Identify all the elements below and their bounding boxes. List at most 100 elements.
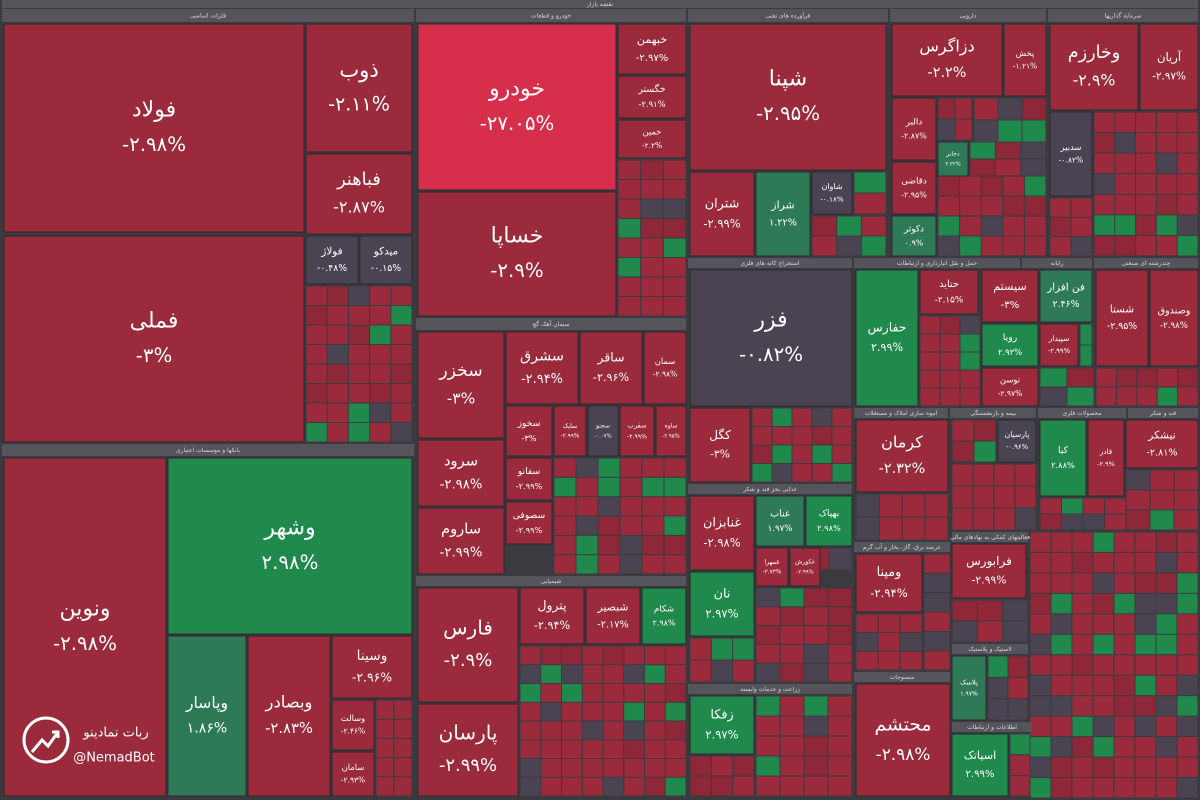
tile — [519, 587, 585, 645]
small-tile — [772, 445, 792, 463]
tile — [981, 269, 1039, 323]
small-tile — [327, 306, 348, 325]
tile — [997, 419, 1037, 463]
small-tile — [1093, 634, 1114, 655]
small-tile — [856, 651, 878, 670]
sector-header — [854, 408, 948, 418]
sector-header — [952, 532, 1028, 542]
small-tile — [391, 403, 412, 422]
small-tile — [1003, 600, 1028, 621]
small-tile — [327, 403, 348, 422]
tile-name: پارسیان — [1005, 430, 1030, 439]
small-tile — [952, 508, 973, 530]
small-tile — [1093, 614, 1114, 634]
tile — [417, 331, 505, 439]
tile-name: دجابر — [945, 151, 960, 158]
tile-change: ۲.۲۲% — [945, 161, 961, 167]
small-tile — [804, 736, 828, 756]
small-tile — [1126, 490, 1150, 510]
small-tile — [1093, 778, 1114, 798]
small-tile — [391, 345, 412, 364]
tile — [579, 331, 643, 405]
small-tile — [1114, 614, 1135, 634]
small-tile — [792, 445, 812, 463]
small-tile — [1030, 573, 1051, 593]
small-tile — [1150, 510, 1174, 530]
small-tile — [1072, 737, 1093, 757]
sector-header — [890, 9, 1046, 22]
tile-name: فزر — [753, 307, 787, 332]
small-tile — [394, 777, 412, 796]
small-tile — [370, 325, 391, 344]
tile — [805, 495, 853, 547]
tile — [3, 23, 305, 233]
small-tile — [1114, 552, 1135, 573]
small-tile — [812, 464, 832, 482]
tile-change: -۳% — [447, 389, 476, 407]
tile-name: وصندوق — [1158, 305, 1191, 316]
small-tile — [940, 370, 960, 388]
small-tile — [854, 172, 886, 193]
small-tile — [1177, 552, 1198, 573]
small-tile — [1071, 237, 1092, 256]
watermark: ربات نمادینو @NemadBot — [22, 716, 155, 766]
small-tile — [620, 555, 642, 574]
small-tile — [974, 441, 996, 462]
small-tile — [690, 660, 711, 682]
small-tile — [1051, 696, 1072, 716]
tile-name: کیا — [1058, 445, 1069, 456]
tile-name: خساپا — [491, 223, 544, 248]
tile-name: دزاگرس — [919, 37, 974, 57]
tile-change: -۲.۹۱% — [638, 99, 665, 109]
small-tile — [952, 486, 973, 508]
small-tile — [1024, 196, 1046, 216]
tile-change: ۲.۹۷% — [705, 728, 738, 742]
small-tile — [1093, 675, 1114, 696]
tile-name: غنابزان — [703, 515, 741, 530]
small-tile — [554, 497, 576, 516]
small-tile — [370, 286, 391, 305]
tile-name: فولاژ — [320, 246, 342, 258]
small-tile — [1136, 153, 1156, 174]
small-tile — [733, 756, 754, 776]
tile — [855, 269, 919, 407]
small-tile — [598, 535, 620, 555]
small-tile — [1072, 593, 1093, 614]
tile-change: -۳% — [136, 344, 173, 367]
tile-change: -۲.۲% — [642, 141, 663, 150]
small-tile — [562, 759, 582, 777]
small-tile — [1008, 699, 1028, 720]
tile — [553, 405, 587, 457]
tile-change: -۲.۹۹% — [516, 481, 543, 491]
tile — [1087, 419, 1125, 497]
tile-name: سپیدار — [1048, 334, 1070, 343]
small-tile — [828, 716, 852, 736]
tile-change: -۲.۱۱% — [328, 93, 390, 115]
small-tile — [1156, 133, 1177, 153]
small-tile — [900, 633, 922, 651]
small-tile — [1030, 696, 1051, 716]
small-tile — [981, 176, 1003, 196]
small-tile — [554, 477, 576, 497]
small-tile — [828, 588, 852, 607]
tile-change: -۰.۱۵% — [371, 263, 401, 274]
tile-change: -۰.۸۲% — [1059, 156, 1083, 165]
small-tile — [756, 626, 780, 644]
small-tile — [370, 384, 391, 403]
small-tile — [1116, 387, 1137, 406]
tile-name: وبصادر — [265, 692, 313, 712]
small-tile — [920, 334, 940, 352]
sector-name: فلزات اساسی — [190, 13, 226, 20]
small-tile — [582, 684, 603, 702]
sector-name: زراعت و خدمات وابسته — [740, 686, 800, 693]
small-tile — [900, 651, 922, 670]
small-tile — [306, 423, 327, 442]
tile — [1139, 23, 1199, 111]
small-tile — [772, 464, 792, 482]
tile — [1125, 419, 1199, 469]
small-tile — [940, 352, 960, 370]
small-tile — [1177, 593, 1198, 614]
small-tile — [541, 740, 561, 758]
small-tile — [1051, 716, 1072, 737]
small-tile — [370, 345, 391, 364]
